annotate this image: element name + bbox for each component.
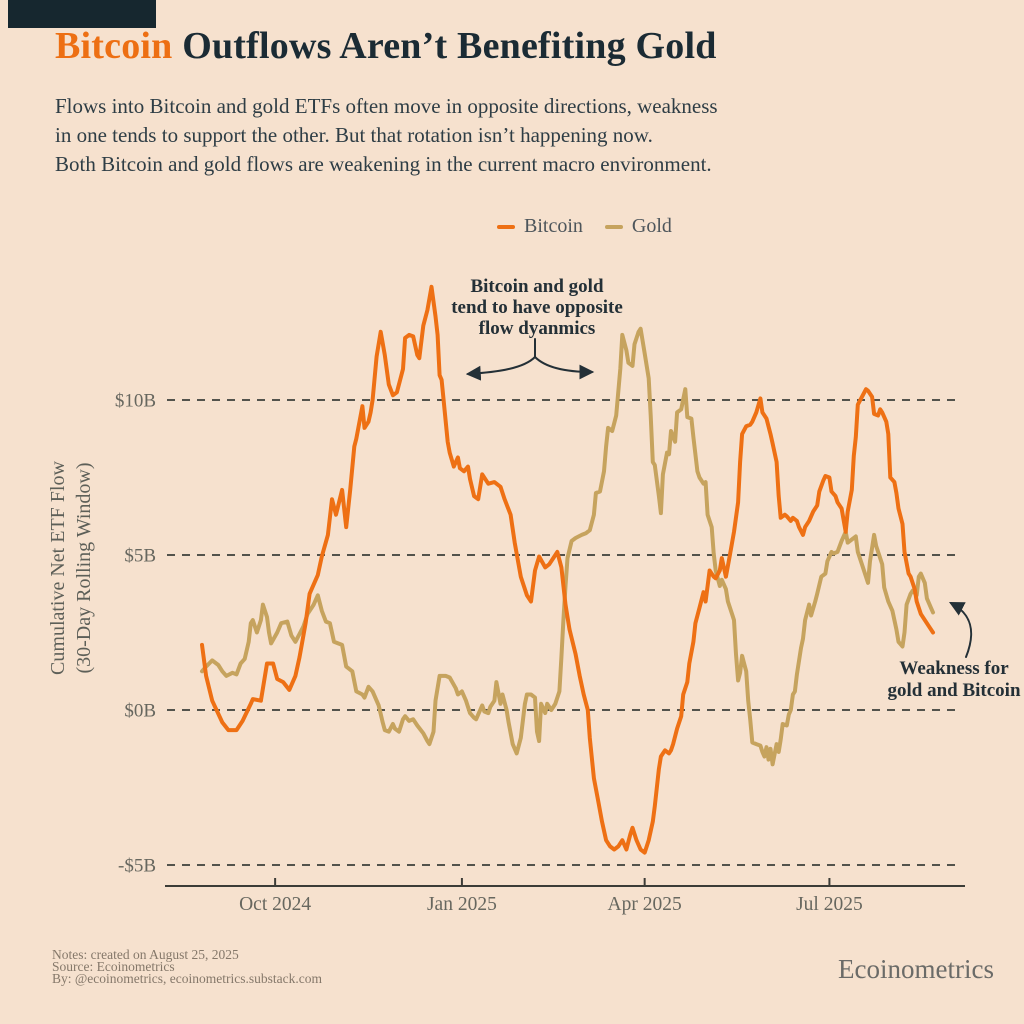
series-lines — [200, 284, 935, 855]
xtick-label-Oct 2024: Oct 2024 — [239, 894, 311, 915]
subtitle-line-3: Both Bitcoin and gold flows are weakenin… — [55, 152, 712, 176]
ytick-label--$5B: -$5B — [118, 856, 156, 877]
y-axis-title: Cumulative Net ETF Flow (30-Day Rolling … — [45, 398, 97, 738]
weakness-arrow — [949, 601, 973, 658]
legend-label-gold: Gold — [631, 215, 672, 237]
title-accent-bitcoin: Bitcoin — [55, 25, 173, 67]
subtitle: Flows into Bitcoin and gold ETFs often m… — [55, 92, 718, 179]
subtitle-line-1: Flows into Bitcoin and gold ETFs often m… — [55, 94, 718, 118]
xtick-label-Jul 2025: Jul 2025 — [796, 894, 863, 915]
annotation-opposite-line-1: Bitcoin and gold — [470, 276, 604, 297]
title-rest: Outflows Aren’t Benefiting Gold — [172, 25, 717, 67]
brace-arrow-right — [534, 356, 595, 380]
gold-line — [200, 326, 935, 767]
annotation-weakness-line-2: gold and Bitcoin — [887, 680, 1021, 701]
annotation-opposite-line-3: flow dyanmics — [478, 318, 596, 339]
gold-line-swatch-icon — [604, 224, 623, 229]
bitcoin-line — [200, 284, 935, 855]
ytick-label-$10B: $10B — [115, 391, 156, 412]
brand-wordmark: Ecoinometrics — [838, 954, 994, 984]
chart-legend: Bitcoin Gold — [497, 215, 672, 238]
ytick-label-$5B: $5B — [124, 546, 156, 567]
y-axis-title-line-1: Cumulative Net ETF Flow — [47, 461, 69, 675]
footer-note-created: Notes: created on August 25, 2025 — [52, 947, 239, 962]
annotation-opposite-dynamics: Bitcoin and gold tend to have opposite f… — [407, 276, 667, 339]
brand-logo-mark — [8, 0, 156, 28]
annotation-weakness-line-1: Weakness for — [899, 658, 1009, 679]
legend-item-bitcoin: Bitcoin — [497, 215, 583, 238]
brace-arrow-left — [465, 356, 536, 381]
ytick-label-$0B: $0B — [124, 701, 156, 722]
bitcoin-line-swatch-icon — [497, 224, 515, 229]
y-axis-tick-labels: $10B $5B $0B -$5B — [115, 391, 156, 877]
page-title: Bitcoin Outflows Aren’t Benefiting Gold — [55, 24, 717, 68]
footer-note-source: Source: Ecoinometrics — [52, 959, 175, 974]
xtick-label-Apr 2025: Apr 2025 — [608, 894, 682, 915]
legend-label-bitcoin: Bitcoin — [524, 215, 583, 237]
subtitle-line-2: in one tends to support the other. But t… — [55, 123, 653, 147]
annotation-weakness: Weakness for gold and Bitcoin — [854, 658, 1024, 702]
xtick-label-Jan 2025: Jan 2025 — [427, 894, 497, 915]
footer-notes: Notes: created on August 25, 2025 Source… — [52, 947, 322, 986]
annotation-arrows — [465, 338, 973, 658]
legend-item-gold: Gold — [604, 215, 672, 238]
annotation-opposite-line-2: tend to have opposite — [451, 297, 623, 318]
x-axis: Oct 2024 Jan 2025 Apr 2025 Jul 2025 — [165, 878, 965, 915]
footer-note-by: By: @ecoinometrics, ecoinometrics.substa… — [52, 971, 322, 986]
y-axis-title-line-2: (30-Day Rolling Window) — [73, 462, 95, 674]
